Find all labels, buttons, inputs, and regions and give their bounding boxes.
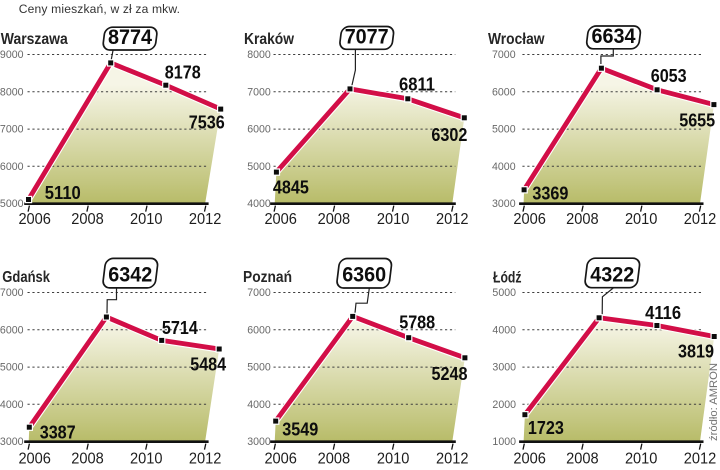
svg-text:Kraków: Kraków: [244, 31, 295, 48]
svg-text:5110: 5110: [45, 183, 81, 203]
svg-text:2006: 2006: [264, 450, 297, 467]
svg-text:2010: 2010: [130, 211, 163, 228]
svg-text:2000: 2000: [492, 399, 516, 411]
svg-text:2012: 2012: [436, 450, 469, 467]
svg-text:2008: 2008: [566, 211, 599, 228]
svg-text:3000: 3000: [492, 198, 516, 210]
svg-text:2012: 2012: [189, 211, 222, 228]
svg-text:2012: 2012: [684, 211, 717, 228]
svg-text:4000: 4000: [492, 161, 516, 173]
svg-text:6302: 6302: [431, 125, 467, 145]
svg-text:2012: 2012: [436, 211, 469, 228]
svg-text:Łódź: Łódź: [493, 270, 522, 287]
svg-text:2010: 2010: [377, 450, 410, 467]
svg-text:1000: 1000: [492, 436, 516, 448]
svg-text:2008: 2008: [71, 450, 104, 467]
svg-text:2006: 2006: [264, 211, 297, 228]
svg-text:5000: 5000: [0, 362, 24, 374]
svg-text:6000: 6000: [0, 161, 24, 173]
svg-text:Wrocław: Wrocław: [488, 31, 545, 48]
svg-text:Warszawa: Warszawa: [1, 31, 68, 48]
svg-text:6342: 6342: [108, 262, 152, 287]
svg-text:6000: 6000: [247, 124, 271, 136]
svg-text:3387: 3387: [40, 422, 76, 442]
svg-text:9000: 9000: [0, 49, 24, 61]
svg-text:1723: 1723: [528, 418, 564, 438]
svg-text:4000: 4000: [0, 399, 24, 411]
svg-text:2010: 2010: [130, 450, 163, 467]
svg-text:4116: 4116: [645, 303, 681, 323]
svg-text:2006: 2006: [513, 450, 546, 467]
svg-text:5000: 5000: [492, 287, 516, 299]
svg-text:5000: 5000: [0, 198, 24, 210]
svg-text:8774: 8774: [108, 24, 152, 49]
svg-text:2008: 2008: [318, 211, 351, 228]
svg-text:6634: 6634: [592, 23, 636, 48]
svg-text:6811: 6811: [399, 74, 435, 94]
svg-text:2006: 2006: [513, 211, 546, 228]
svg-text:Ceny mieszkań, w zł za mkw.: Ceny mieszkań, w zł za mkw.: [19, 2, 180, 16]
svg-text:3000: 3000: [247, 436, 271, 448]
svg-text:4845: 4845: [273, 177, 309, 197]
svg-text:3000: 3000: [0, 436, 24, 448]
svg-text:6000: 6000: [492, 86, 516, 98]
svg-text:7000: 7000: [0, 124, 24, 136]
svg-text:źródło: AMRON: źródło: AMRON: [708, 363, 720, 441]
svg-text:2010: 2010: [625, 211, 658, 228]
svg-text:8000: 8000: [247, 49, 271, 61]
svg-text:3549: 3549: [282, 420, 318, 440]
svg-text:2008: 2008: [71, 211, 104, 228]
svg-text:2008: 2008: [566, 450, 599, 467]
svg-text:3819: 3819: [678, 342, 714, 362]
svg-text:6053: 6053: [651, 66, 687, 86]
svg-text:7000: 7000: [0, 287, 24, 299]
svg-text:7536: 7536: [189, 112, 225, 132]
svg-text:7000: 7000: [247, 287, 271, 299]
svg-text:4000: 4000: [247, 198, 271, 210]
svg-text:2006: 2006: [18, 450, 51, 467]
svg-text:3000: 3000: [492, 362, 516, 374]
svg-text:5000: 5000: [492, 124, 516, 136]
svg-text:5248: 5248: [432, 364, 468, 384]
svg-text:3369: 3369: [532, 183, 568, 203]
svg-text:2012: 2012: [189, 450, 222, 467]
svg-text:2010: 2010: [377, 211, 410, 228]
svg-text:8000: 8000: [0, 86, 24, 98]
svg-text:8178: 8178: [165, 63, 201, 83]
svg-text:7000: 7000: [247, 86, 271, 98]
svg-text:2012: 2012: [684, 450, 717, 467]
svg-text:5788: 5788: [399, 312, 435, 332]
svg-text:7077: 7077: [345, 23, 389, 48]
svg-text:4000: 4000: [247, 399, 271, 411]
svg-text:4000: 4000: [492, 324, 516, 336]
svg-text:6000: 6000: [247, 324, 271, 336]
svg-text:5655: 5655: [679, 110, 715, 130]
svg-text:5000: 5000: [247, 161, 271, 173]
svg-text:2006: 2006: [18, 211, 51, 228]
svg-text:Gdańsk: Gdańsk: [2, 269, 50, 286]
svg-text:4322: 4322: [590, 261, 634, 286]
svg-text:Poznań: Poznań: [243, 269, 292, 286]
svg-text:5484: 5484: [190, 354, 226, 374]
svg-text:6000: 6000: [0, 324, 24, 336]
svg-text:5000: 5000: [247, 362, 271, 374]
svg-text:2010: 2010: [625, 450, 658, 467]
svg-text:6360: 6360: [342, 262, 386, 287]
svg-text:5714: 5714: [162, 318, 198, 338]
svg-text:2008: 2008: [318, 450, 351, 467]
svg-text:7000: 7000: [492, 49, 516, 61]
